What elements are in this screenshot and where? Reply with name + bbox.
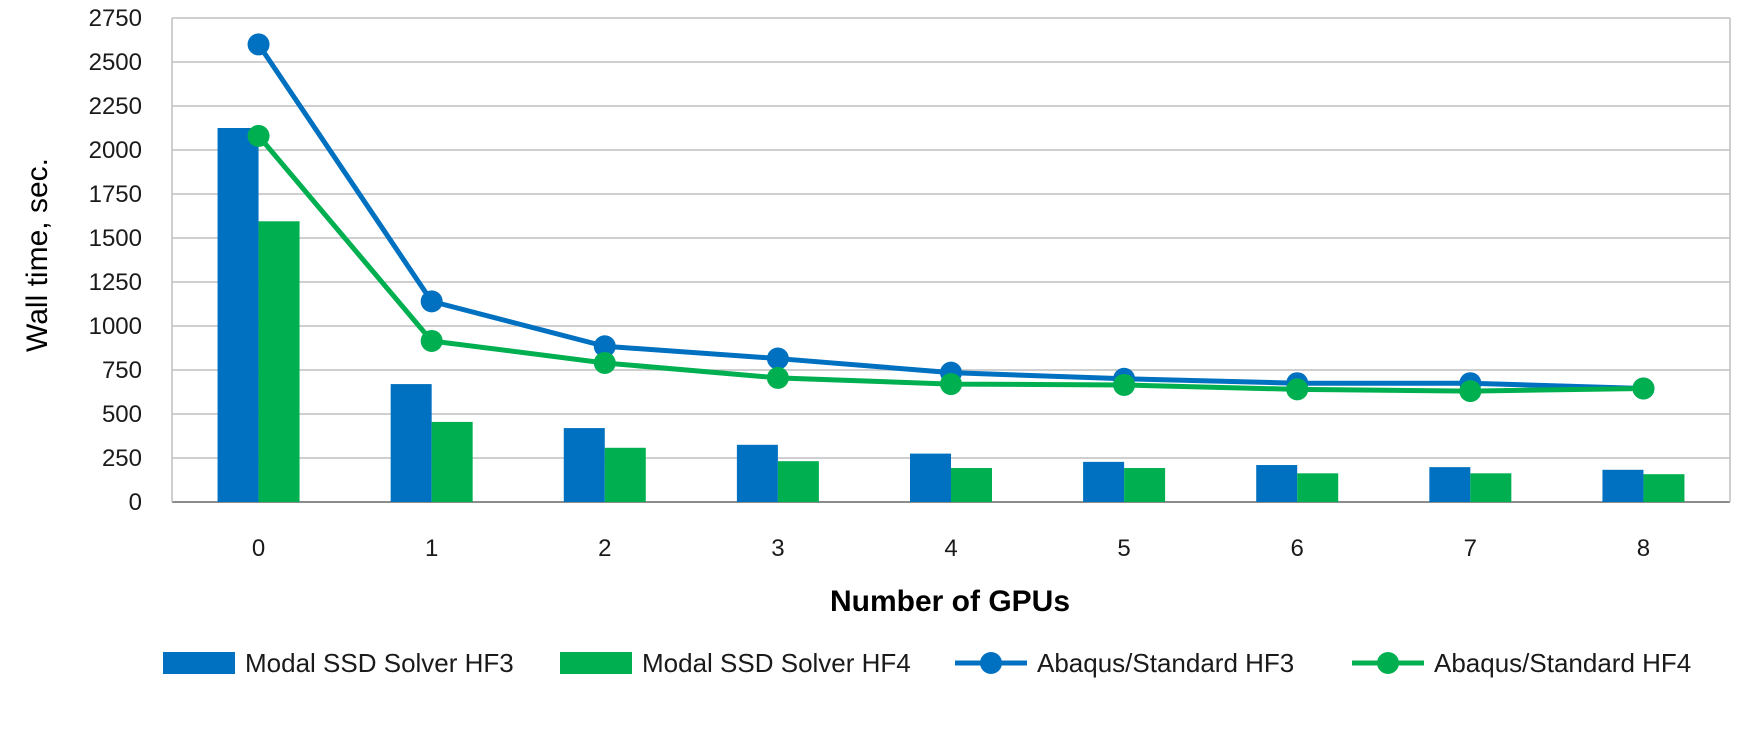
x-tick-label: 5 <box>1117 535 1130 562</box>
x-tick-label: 1 <box>425 535 438 562</box>
bar-hf4 <box>1470 473 1512 502</box>
bar-hf3 <box>736 444 778 502</box>
legend-label: Modal SSD Solver HF3 <box>245 648 514 678</box>
legend-label: Abaqus/Standard HF3 <box>1037 648 1294 678</box>
line-hf3 <box>256 43 1644 391</box>
line-point <box>420 329 443 352</box>
bar-hf4 <box>1124 468 1166 502</box>
line-point <box>940 373 962 396</box>
x-tick-label: 7 <box>1464 535 1477 562</box>
legend-marker <box>1377 652 1399 674</box>
line-point <box>1286 378 1309 401</box>
x-tick-label: 3 <box>771 535 784 562</box>
y-tick-label: 1500 <box>89 225 142 252</box>
x-tick-label: 2 <box>598 535 611 562</box>
bar-hf3 <box>390 384 432 502</box>
bar-hf3 <box>1602 469 1644 502</box>
x-tick-label: 6 <box>1291 535 1304 562</box>
line-point <box>766 366 789 389</box>
legend-swatch <box>163 652 235 674</box>
line-hf4 <box>256 134 1644 394</box>
legend-entry: Abaqus/Standard HF4 <box>1352 648 1691 678</box>
bar-hf4 <box>1643 474 1685 502</box>
legend-label: Abaqus/Standard HF4 <box>1434 648 1691 678</box>
bar-hf4 <box>777 461 819 502</box>
y-axis-title: Wall time, sec. <box>21 158 54 352</box>
y-tick-label: 2250 <box>89 93 142 120</box>
bar-hf3 <box>910 453 951 502</box>
bar-hf4 <box>258 221 300 502</box>
line-point <box>247 33 270 56</box>
y-tick-label: 2750 <box>89 5 142 32</box>
bar-hf3 <box>217 128 259 502</box>
legend-entry: Modal SSD Solver HF3 <box>163 648 514 678</box>
line-point <box>247 124 270 147</box>
bar-hf3 <box>1256 465 1298 502</box>
y-tick-label: 1250 <box>89 269 142 296</box>
bar-hf4 <box>431 421 473 502</box>
y-tick-label: 250 <box>102 445 142 472</box>
line-point <box>420 290 443 313</box>
bar-hf3 <box>1083 461 1125 502</box>
legend-swatch <box>560 652 632 674</box>
y-tick-label: 0 <box>129 489 142 516</box>
line-point <box>593 351 616 374</box>
y-tick-label: 1750 <box>89 181 142 208</box>
line-point <box>1113 373 1136 396</box>
legend-entry: Modal SSD Solver HF4 <box>560 648 911 678</box>
bar-hf3 <box>1429 467 1471 502</box>
y-tick-label: 2500 <box>89 49 142 76</box>
bar-hf4 <box>951 468 992 502</box>
y-tick-label: 500 <box>102 401 142 428</box>
legend-marker <box>980 652 1002 674</box>
x-tick-label: 8 <box>1637 535 1650 562</box>
x-tick-label: 0 <box>252 535 265 562</box>
bar-hf3 <box>563 428 605 502</box>
x-axis-title: Number of GPUs <box>830 585 1070 618</box>
line-point <box>1459 380 1482 403</box>
bars <box>217 128 1685 502</box>
line-point <box>593 335 616 358</box>
bar-hf4 <box>604 447 646 502</box>
line-point <box>766 347 789 370</box>
legend-label: Modal SSD Solver HF4 <box>642 648 911 678</box>
legend: Modal SSD Solver HF3 Modal SSD Solver HF4… <box>163 648 1691 678</box>
y-tick-label: 1000 <box>89 313 142 340</box>
line-series <box>247 33 1655 403</box>
y-axis-ticks: 0 250 500 750 1000 1250 1500 1750 2000 2250 2500 27… <box>89 5 142 516</box>
x-tick-label: 4 <box>944 535 957 562</box>
y-tick-label: 2000 <box>89 137 142 164</box>
bar-hf4 <box>1297 473 1339 502</box>
y-tick-label: 750 <box>102 357 142 384</box>
x-axis-ticks: 0 1 2 3 4 5 6 7 8 <box>252 535 1650 562</box>
legend-entry: Abaqus/Standard HF3 <box>955 648 1294 678</box>
line-point <box>1632 377 1655 400</box>
